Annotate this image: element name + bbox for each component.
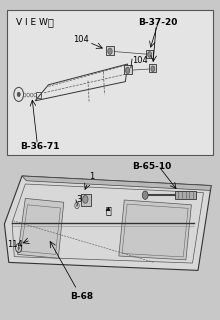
Text: 114: 114 bbox=[7, 240, 22, 249]
Text: Ⓐ: Ⓐ bbox=[106, 205, 112, 216]
Text: 104: 104 bbox=[132, 56, 148, 65]
Bar bbox=[106, 46, 114, 55]
Bar bbox=[124, 65, 132, 74]
Circle shape bbox=[83, 196, 88, 203]
Circle shape bbox=[76, 204, 78, 207]
Circle shape bbox=[18, 246, 20, 250]
Text: 104: 104 bbox=[73, 36, 88, 44]
Text: B-36-71: B-36-71 bbox=[20, 142, 59, 151]
Text: B-65-10: B-65-10 bbox=[132, 162, 171, 171]
Polygon shape bbox=[22, 176, 211, 190]
Text: B-37-20: B-37-20 bbox=[139, 18, 178, 27]
Circle shape bbox=[148, 52, 152, 57]
Circle shape bbox=[125, 67, 130, 74]
Bar bbox=[175, 191, 196, 199]
Polygon shape bbox=[18, 198, 64, 258]
Text: Ⓐ: Ⓐ bbox=[47, 17, 53, 27]
Polygon shape bbox=[4, 176, 211, 270]
Bar bbox=[7, 10, 213, 155]
Circle shape bbox=[142, 191, 148, 199]
Circle shape bbox=[151, 66, 155, 72]
Circle shape bbox=[17, 92, 20, 97]
Bar bbox=[146, 50, 153, 58]
Text: 1: 1 bbox=[89, 172, 94, 181]
Bar bbox=[149, 64, 156, 72]
Bar bbox=[81, 194, 91, 206]
Text: 3: 3 bbox=[76, 196, 81, 204]
Polygon shape bbox=[119, 200, 191, 260]
Bar bbox=[36, 92, 41, 98]
Text: V I E W: V I E W bbox=[16, 18, 48, 27]
Circle shape bbox=[108, 48, 112, 54]
Text: B-68: B-68 bbox=[70, 292, 94, 301]
